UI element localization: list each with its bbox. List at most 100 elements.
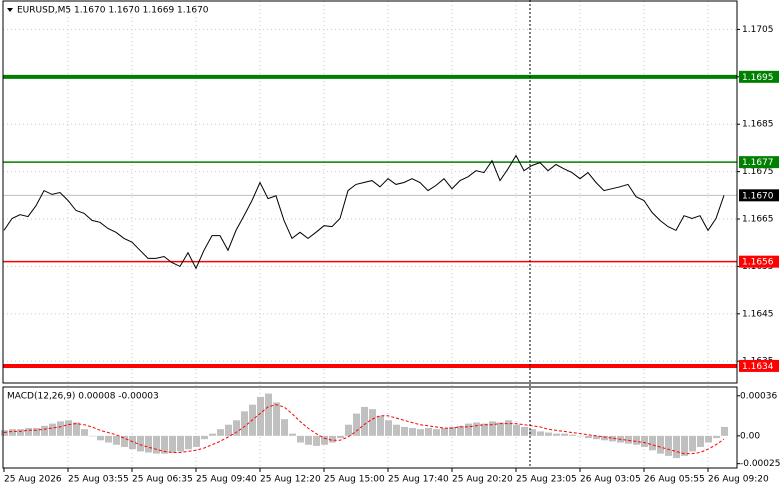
level-label-box <box>739 255 779 268</box>
macd-bar <box>633 435 640 445</box>
macd-bar <box>393 424 400 436</box>
y-tick-label: 1.1685 <box>742 120 774 130</box>
y-tick-label: 1.1645 <box>742 309 774 319</box>
macd-bar <box>721 426 728 436</box>
macd-bar <box>97 435 104 441</box>
y-tick-label: 1.1665 <box>742 215 774 225</box>
macd-bar <box>593 435 600 440</box>
x-tick-label: 26 Aug 03:05 <box>580 475 641 485</box>
macd-bar <box>329 435 336 443</box>
x-tick-label: 26 Aug 09:20 <box>708 475 769 485</box>
level-label: 1.1634 <box>742 362 774 372</box>
macd-bar <box>193 435 200 447</box>
menu-icon <box>7 8 13 12</box>
macd-bar <box>649 435 656 451</box>
macd-bar <box>137 435 144 452</box>
macd-bar <box>577 435 584 437</box>
macd-bar <box>41 425 48 436</box>
chart-title: EURUSD,M5 1.1670 1.1670 1.1669 1.1670 <box>17 6 209 16</box>
macd-bar <box>73 422 80 436</box>
macd-bar <box>313 435 320 446</box>
macd-bar <box>489 421 496 436</box>
x-tick-label: 25 Aug 03:55 <box>68 475 129 485</box>
macd-bar <box>257 396 264 436</box>
macd-bar <box>417 429 424 436</box>
macd-bar <box>81 429 88 436</box>
macd-bar <box>465 423 472 436</box>
macd-title: MACD(12,26,9) 0.00008 -0.00003 <box>7 392 159 402</box>
macd-bar <box>33 428 40 436</box>
macd-bar <box>497 422 504 436</box>
x-tick-label: 25 Aug 12:20 <box>260 475 321 485</box>
price-line <box>3 154 725 270</box>
macd-bar <box>17 429 24 436</box>
last-price-label: 1.1670 <box>742 191 774 201</box>
macd-bar <box>281 419 288 436</box>
macd-bar <box>217 429 224 436</box>
macd-bar <box>601 435 608 441</box>
macd-bar <box>1 430 8 436</box>
y-tick-label: 0.00036 <box>740 391 777 401</box>
y-tick-label: 1.1675 <box>742 167 774 177</box>
macd-bar <box>657 435 664 454</box>
macd-bar <box>409 428 416 436</box>
macd-bar <box>673 435 680 459</box>
macd-bar <box>585 435 592 439</box>
macd-bar <box>57 421 64 436</box>
macd-bar <box>289 433 296 436</box>
macd-bar <box>49 423 56 436</box>
x-tick-label: 25 Aug 06:35 <box>132 475 193 485</box>
macd-bar <box>153 435 160 454</box>
macd-bar <box>337 435 344 439</box>
macd-bar <box>105 435 112 443</box>
macd-bar <box>297 435 304 443</box>
macd-bar <box>177 435 184 452</box>
level-label-box <box>739 156 779 169</box>
macd-bar <box>713 435 720 439</box>
macd-bar <box>241 411 248 436</box>
level-label: 1.1695 <box>742 73 774 83</box>
level-label: 1.1656 <box>742 258 774 268</box>
macd-bar <box>369 409 376 436</box>
macd-bar <box>441 428 448 436</box>
macd-bar <box>9 429 16 436</box>
macd-bar <box>505 420 512 436</box>
macd-bar <box>513 424 520 436</box>
macd-bar <box>481 423 488 436</box>
macd-bar <box>385 420 392 436</box>
macd-bar <box>273 402 280 436</box>
x-tick-label: 25 Aug 17:40 <box>388 475 449 485</box>
macd-bar <box>201 435 208 440</box>
main-frame <box>2 0 738 384</box>
level-label-box <box>739 359 779 372</box>
macd-bar <box>473 422 480 436</box>
level-label-box <box>739 70 779 83</box>
macd-bar <box>113 435 120 445</box>
macd-frame <box>2 386 738 469</box>
macd-bar <box>161 435 168 454</box>
macd-bar <box>561 433 568 436</box>
macd-bar <box>321 435 328 445</box>
macd-bar <box>353 413 360 436</box>
macd-bar <box>641 435 648 447</box>
macd-bar <box>529 429 536 436</box>
macd-bar <box>185 435 192 450</box>
last-price-box <box>739 189 779 202</box>
x-tick-label: 25 Aug 15:00 <box>324 475 385 485</box>
macd-bar <box>145 435 152 453</box>
macd-bar <box>225 424 232 436</box>
x-tick-label: 25 Aug 23:05 <box>516 475 577 485</box>
x-tick-label: 25 Aug 2026 <box>4 475 62 485</box>
y-tick-label: 0.00 <box>740 431 760 441</box>
macd-bar <box>625 435 632 444</box>
macd-bar <box>305 435 312 445</box>
macd-bar <box>689 435 696 452</box>
macd-bar <box>697 435 704 447</box>
macd-bar <box>457 425 464 436</box>
macd-bar <box>377 415 384 436</box>
x-tick-label: 25 Aug 09:40 <box>196 475 257 485</box>
